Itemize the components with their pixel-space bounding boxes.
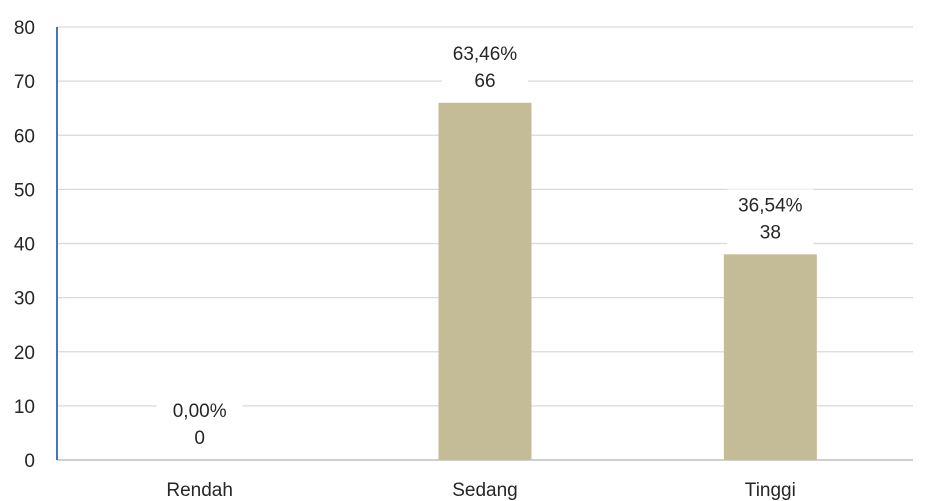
y-tick-label: 70 <box>14 72 35 93</box>
data-label-percent: 0,00% <box>173 401 227 422</box>
y-tick-label: 20 <box>14 343 35 364</box>
bar-tinggi <box>723 254 817 460</box>
axes <box>56 27 913 461</box>
y-tick-label: 10 <box>14 397 35 418</box>
x-tick-label: Sedang <box>452 480 518 501</box>
y-tick-label: 60 <box>14 126 35 147</box>
y-tick-label: 0 <box>24 451 35 472</box>
y-tick-label: 40 <box>14 235 35 256</box>
bars <box>438 102 817 461</box>
data-label-background <box>156 395 243 457</box>
data-label-percent: 36,54% <box>738 195 803 216</box>
data-label-background <box>442 37 528 100</box>
x-tick-label: Tinggi <box>745 480 796 501</box>
data-label-background <box>727 189 814 252</box>
data-label-value: 38 <box>760 222 781 243</box>
y-tick-label: 50 <box>14 180 35 201</box>
bar-sedang <box>438 102 532 461</box>
data-label-value: 66 <box>474 71 495 92</box>
data-label-value: 0 <box>194 428 205 449</box>
x-tick-label: Rendah <box>166 480 233 501</box>
y-tick-label: 80 <box>14 18 35 39</box>
labels: 0 10 20 30 40 50 60 70 80 Rendah 0,00% 0 Sedang 63,46… <box>14 18 814 501</box>
data-label-percent: 63,46% <box>453 44 518 65</box>
y-tick-label: 30 <box>14 289 35 310</box>
